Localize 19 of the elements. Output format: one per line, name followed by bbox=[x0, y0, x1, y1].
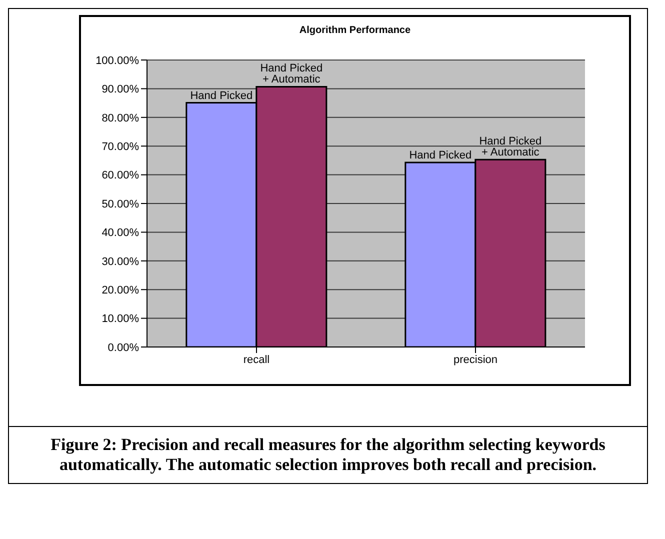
text: Hand Picked bbox=[409, 149, 472, 162]
chart-title: Algorithm Performance bbox=[298, 25, 412, 36]
y-tick-label: 20.00% bbox=[102, 284, 140, 297]
text: Hand Picked + Automatic bbox=[479, 136, 542, 159]
y-tick-label: 70.00% bbox=[102, 141, 140, 154]
x-tick-label: recall bbox=[243, 354, 270, 366]
y-tick-label: 60.00% bbox=[102, 170, 140, 182]
y-tick-label: 80.00% bbox=[102, 112, 140, 124]
y-tick-label: 10.00% bbox=[102, 313, 140, 326]
y-tick-label: 40.00% bbox=[102, 227, 140, 240]
series-label: Hand Picked + Automatic bbox=[260, 62, 323, 86]
series-label: Hand Picked bbox=[190, 90, 253, 102]
y-tick-label: 90.00% bbox=[102, 84, 140, 96]
y-tick-label: 0.00% bbox=[108, 342, 140, 354]
y-tick-label: 30.00% bbox=[102, 256, 140, 268]
caption: Figure 2: Precision and recall measures for the algorithm selecting keywords automatically. The automatic selection improves both recall and precision. bbox=[8, 427, 648, 484]
y-tick-label: 50.00% bbox=[102, 198, 140, 210]
x-tick-label: precision bbox=[453, 354, 498, 366]
y-tick-label: 100.00% bbox=[96, 54, 140, 67]
